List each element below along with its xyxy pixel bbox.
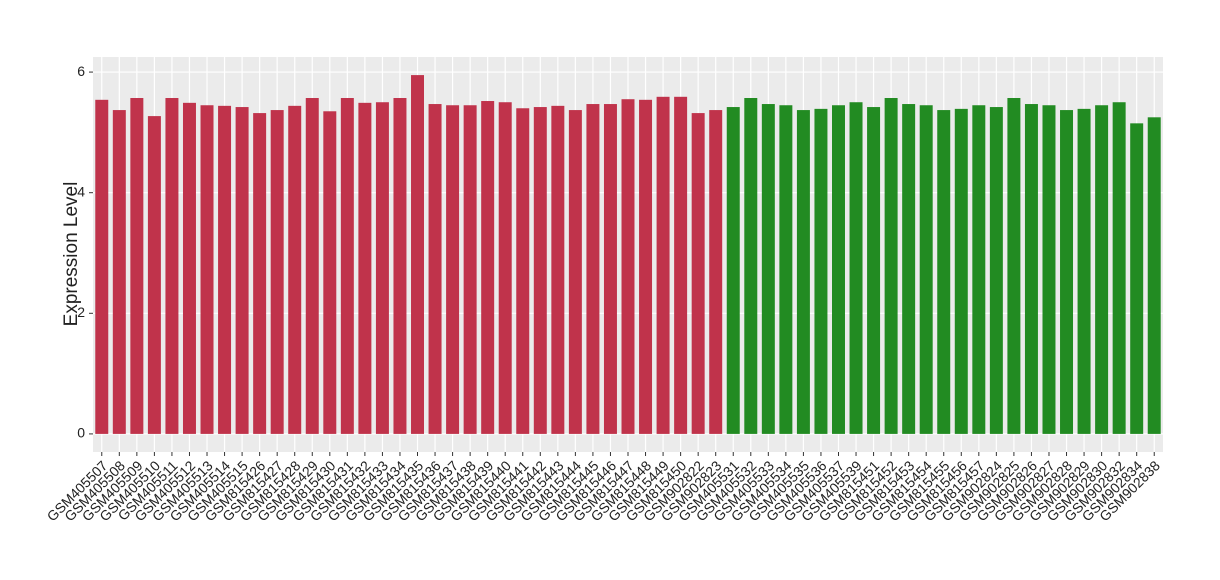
bar bbox=[270, 110, 284, 434]
bar bbox=[849, 102, 863, 434]
bar bbox=[411, 75, 424, 434]
bar bbox=[147, 116, 161, 434]
y-tick-label: 0 bbox=[77, 425, 85, 441]
bar bbox=[463, 105, 477, 434]
bar bbox=[516, 108, 530, 434]
bar bbox=[393, 98, 407, 434]
bar bbox=[498, 102, 512, 434]
bar bbox=[621, 99, 635, 434]
y-tick-label: 2 bbox=[77, 304, 85, 320]
bar bbox=[937, 110, 951, 434]
y-axis-title: Expression Level bbox=[61, 182, 82, 327]
bar bbox=[709, 110, 723, 434]
bar bbox=[603, 104, 617, 434]
bar bbox=[674, 96, 688, 434]
bar bbox=[533, 107, 547, 434]
bar bbox=[1042, 105, 1056, 434]
bar bbox=[1147, 117, 1161, 434]
bar bbox=[972, 105, 986, 434]
bar bbox=[375, 102, 389, 434]
bar bbox=[428, 104, 442, 434]
bar bbox=[130, 98, 144, 434]
bar bbox=[814, 108, 828, 434]
y-tick-label: 6 bbox=[77, 63, 85, 79]
bar bbox=[726, 107, 740, 434]
bar bbox=[796, 110, 810, 434]
bar bbox=[867, 107, 881, 434]
bar bbox=[744, 98, 758, 434]
bar bbox=[832, 105, 845, 434]
bar bbox=[253, 113, 267, 434]
bar bbox=[902, 104, 916, 434]
bar bbox=[1077, 108, 1091, 434]
bar bbox=[884, 98, 898, 434]
bar bbox=[305, 98, 319, 434]
bar bbox=[358, 102, 372, 434]
bar bbox=[1007, 98, 1021, 434]
bar bbox=[761, 104, 775, 434]
bar bbox=[1024, 104, 1038, 434]
bar bbox=[218, 105, 232, 434]
bar bbox=[1095, 105, 1109, 434]
bar bbox=[288, 105, 302, 434]
bar bbox=[639, 99, 653, 434]
bar bbox=[95, 99, 109, 434]
bar bbox=[1060, 110, 1074, 434]
y-tick-label: 4 bbox=[77, 183, 85, 199]
bar bbox=[165, 98, 179, 434]
bar bbox=[446, 105, 460, 434]
bar bbox=[235, 107, 249, 434]
bar bbox=[954, 108, 968, 434]
bar bbox=[656, 96, 670, 434]
bar bbox=[340, 98, 354, 434]
bar bbox=[691, 113, 705, 434]
bar bbox=[586, 104, 600, 434]
bar bbox=[200, 105, 214, 434]
bar bbox=[551, 105, 565, 434]
bar bbox=[568, 110, 582, 434]
bar bbox=[919, 105, 933, 434]
bar bbox=[989, 107, 1003, 434]
bar bbox=[481, 101, 495, 434]
bar bbox=[779, 105, 793, 434]
bar bbox=[1112, 102, 1126, 434]
bar bbox=[1130, 123, 1144, 434]
bar bbox=[182, 102, 196, 434]
bar bbox=[112, 110, 126, 434]
bar bbox=[323, 111, 337, 434]
